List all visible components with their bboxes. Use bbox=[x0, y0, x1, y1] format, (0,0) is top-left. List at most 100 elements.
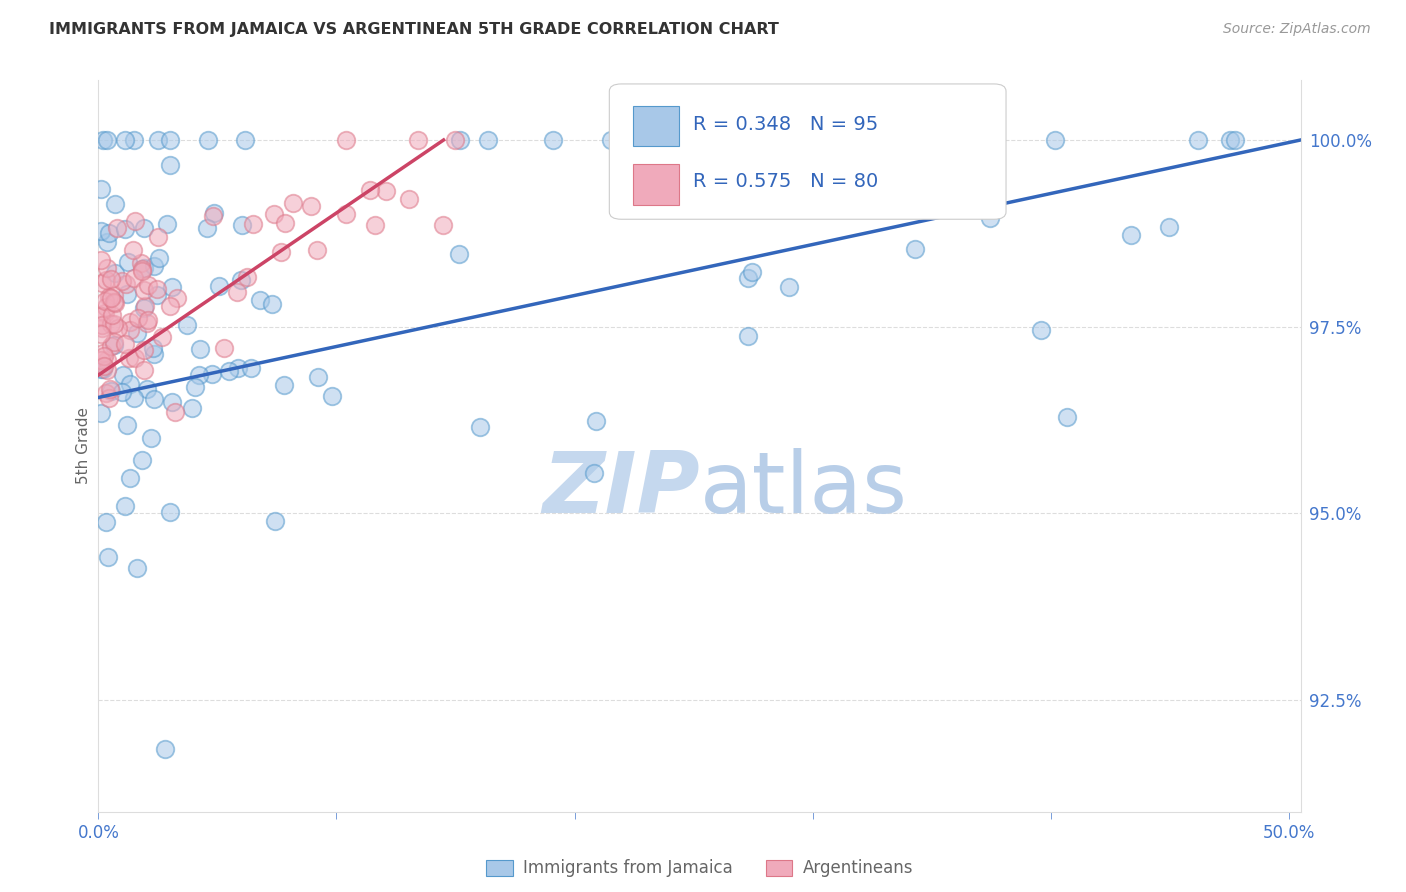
Legend: Immigrants from Jamaica, Argentineans: Immigrants from Jamaica, Argentineans bbox=[479, 853, 920, 884]
Point bbox=[103, 334, 125, 349]
Point bbox=[747, 133, 769, 147]
Point bbox=[107, 321, 129, 335]
Point bbox=[176, 318, 198, 332]
Point bbox=[91, 320, 114, 334]
Point bbox=[307, 370, 329, 384]
Point bbox=[134, 343, 156, 357]
Point bbox=[737, 328, 759, 343]
Point bbox=[143, 392, 166, 406]
Point bbox=[122, 392, 145, 406]
Point bbox=[260, 297, 283, 311]
Point bbox=[1187, 133, 1209, 147]
Point bbox=[188, 342, 211, 356]
Point bbox=[114, 222, 136, 236]
Point bbox=[96, 516, 118, 530]
Point bbox=[117, 418, 139, 433]
Point bbox=[904, 242, 927, 256]
Point bbox=[93, 293, 115, 308]
Point bbox=[1043, 133, 1066, 147]
Point bbox=[104, 197, 127, 211]
Point bbox=[201, 209, 224, 223]
Point bbox=[138, 277, 160, 292]
Point bbox=[124, 351, 146, 365]
Point bbox=[583, 466, 606, 480]
Point bbox=[91, 133, 114, 147]
FancyBboxPatch shape bbox=[609, 84, 1007, 219]
Point bbox=[132, 283, 155, 297]
Point bbox=[93, 359, 115, 374]
Point bbox=[239, 360, 262, 375]
Point bbox=[166, 291, 188, 305]
Point bbox=[127, 561, 149, 575]
Point bbox=[94, 300, 117, 314]
Point bbox=[103, 318, 125, 332]
Point bbox=[111, 385, 134, 400]
Point bbox=[131, 453, 153, 467]
Point bbox=[90, 252, 112, 267]
Point bbox=[204, 206, 226, 220]
Point bbox=[741, 265, 763, 279]
Point bbox=[180, 401, 202, 416]
Text: ZIP: ZIP bbox=[541, 449, 700, 532]
Point bbox=[364, 218, 387, 232]
Point bbox=[264, 514, 287, 528]
Point bbox=[231, 273, 253, 287]
Point bbox=[98, 391, 121, 405]
Point bbox=[127, 326, 149, 341]
Point bbox=[184, 380, 207, 394]
Point bbox=[100, 384, 122, 398]
Point bbox=[150, 330, 173, 344]
Point bbox=[146, 133, 169, 147]
Point bbox=[111, 274, 134, 288]
Point bbox=[274, 216, 297, 230]
Point bbox=[96, 352, 118, 367]
Point bbox=[477, 133, 499, 147]
Point bbox=[231, 219, 253, 233]
Point bbox=[120, 376, 142, 391]
Point bbox=[112, 368, 135, 382]
Point bbox=[142, 341, 165, 355]
Point bbox=[208, 279, 231, 293]
Point bbox=[127, 310, 149, 325]
Point bbox=[90, 182, 112, 196]
Point bbox=[160, 395, 183, 409]
Point bbox=[541, 133, 564, 147]
Point bbox=[444, 133, 467, 147]
Text: Source: ZipAtlas.com: Source: ZipAtlas.com bbox=[1223, 22, 1371, 37]
FancyBboxPatch shape bbox=[633, 164, 679, 204]
Point bbox=[197, 133, 219, 147]
Point bbox=[96, 133, 118, 147]
Point bbox=[132, 362, 155, 376]
Point bbox=[226, 361, 249, 376]
Point bbox=[103, 338, 125, 352]
Point bbox=[90, 406, 112, 420]
Point bbox=[98, 382, 121, 396]
Point bbox=[131, 261, 153, 276]
Point bbox=[118, 315, 141, 329]
FancyBboxPatch shape bbox=[633, 106, 679, 146]
Point bbox=[159, 158, 181, 172]
Point bbox=[737, 270, 759, 285]
Point bbox=[134, 301, 156, 315]
Point bbox=[90, 224, 112, 238]
Point bbox=[432, 218, 454, 232]
Text: R = 0.575   N = 80: R = 0.575 N = 80 bbox=[693, 172, 879, 191]
Point bbox=[122, 243, 145, 257]
Point bbox=[155, 742, 177, 756]
Point bbox=[1056, 410, 1078, 425]
Point bbox=[120, 470, 142, 484]
Point bbox=[129, 255, 152, 269]
Point bbox=[101, 308, 124, 322]
Point bbox=[236, 269, 259, 284]
Point bbox=[105, 221, 128, 235]
Point bbox=[132, 260, 155, 275]
Point bbox=[225, 285, 247, 300]
Point bbox=[449, 133, 471, 147]
Point bbox=[1219, 133, 1241, 147]
Point bbox=[398, 192, 420, 206]
Point bbox=[146, 230, 169, 244]
Point bbox=[1029, 323, 1052, 337]
Point bbox=[159, 133, 181, 147]
Point bbox=[141, 432, 163, 446]
Point bbox=[136, 312, 159, 326]
